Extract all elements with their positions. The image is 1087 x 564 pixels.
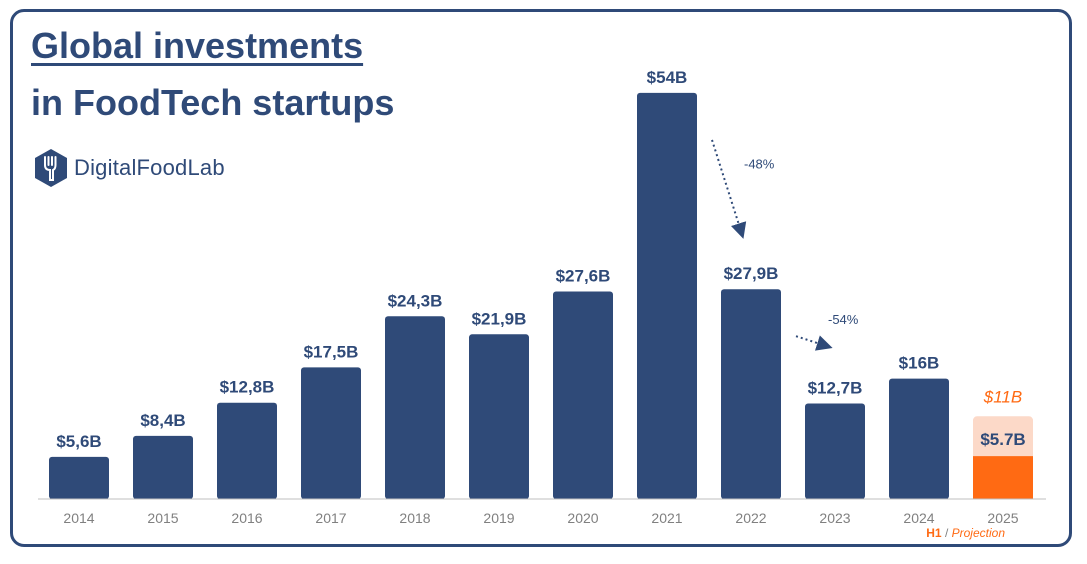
brand-name: DigitalFoodLab bbox=[74, 155, 225, 180]
trend-label-1: -48% bbox=[744, 157, 775, 172]
value-label-2018: $24,3B bbox=[388, 291, 443, 310]
value-label-2022: $27,9B bbox=[724, 264, 779, 283]
value-label-2019: $21,9B bbox=[472, 309, 527, 328]
bar-2017 bbox=[301, 367, 361, 499]
bar-2015 bbox=[133, 435, 193, 499]
value-label-2025: $5.7B bbox=[980, 430, 1025, 449]
tick-2014: 2014 bbox=[63, 510, 94, 526]
chart-title-line2: in FoodTech startups bbox=[31, 82, 395, 123]
projection-label-2025: $11B bbox=[983, 387, 1022, 406]
tick-2019: 2019 bbox=[483, 510, 514, 526]
value-label-2024: $16B bbox=[899, 354, 940, 373]
trend-label-2: -54% bbox=[828, 312, 859, 327]
bar-2018 bbox=[385, 316, 445, 499]
value-label-2023: $12,7B bbox=[808, 378, 863, 397]
tick-2015: 2015 bbox=[147, 510, 178, 526]
tick-2018: 2018 bbox=[399, 510, 430, 526]
bar-2025 bbox=[973, 456, 1033, 499]
note-separator: / bbox=[945, 526, 952, 540]
projection-note: Projection bbox=[952, 526, 1006, 540]
tick-2017: 2017 bbox=[315, 510, 346, 526]
tick-2020: 2020 bbox=[567, 510, 598, 526]
value-label-2014: $5,6B bbox=[56, 432, 101, 451]
tick-2016: 2016 bbox=[231, 510, 262, 526]
value-label-2017: $17,5B bbox=[304, 342, 359, 361]
brand-logo: DigitalFoodLab bbox=[34, 148, 225, 188]
tick-2021: 2021 bbox=[651, 510, 682, 526]
bar-2021 bbox=[637, 92, 697, 500]
h1-note: H1 bbox=[926, 526, 942, 540]
chart-title-line1: Global investments bbox=[31, 25, 364, 66]
tick-2025: 2025 bbox=[987, 510, 1018, 526]
bar-2023 bbox=[805, 403, 865, 499]
tick-2023: 2023 bbox=[819, 510, 850, 526]
bar-2022 bbox=[721, 289, 781, 499]
value-label-2020: $27,6B bbox=[556, 266, 611, 285]
value-label-2015: $8,4B bbox=[140, 411, 185, 430]
h1-projection-note: H1 / Projection bbox=[926, 526, 1005, 540]
trend-arrow-1 bbox=[711, 139, 747, 239]
trend-arrow-2 bbox=[795, 335, 833, 351]
tick-2024: 2024 bbox=[903, 510, 934, 526]
value-label-2021: $54B bbox=[647, 68, 688, 87]
bar-2020 bbox=[553, 291, 613, 499]
bar-2019 bbox=[469, 334, 529, 499]
bar-2014 bbox=[49, 456, 109, 499]
value-label-2016: $12,8B bbox=[220, 378, 275, 397]
fork-hexagon-icon bbox=[35, 149, 67, 187]
bar-2016 bbox=[217, 402, 277, 499]
tick-2022: 2022 bbox=[735, 510, 766, 526]
bar-2024 bbox=[889, 378, 949, 499]
